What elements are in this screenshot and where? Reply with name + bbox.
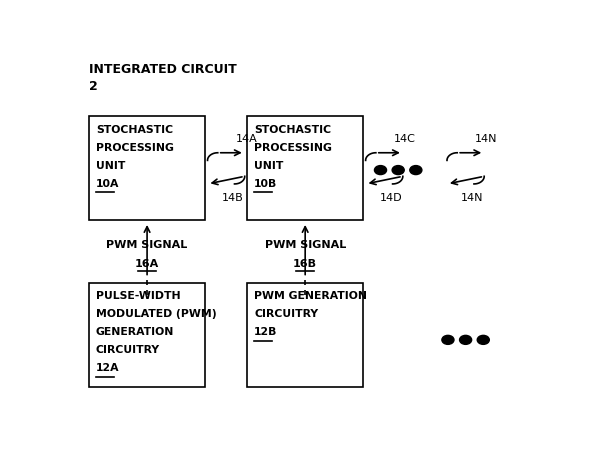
Circle shape <box>374 166 386 175</box>
Text: 12A: 12A <box>96 364 119 374</box>
Text: 10B: 10B <box>254 179 277 189</box>
Text: GENERATION: GENERATION <box>96 328 175 338</box>
Text: MODULATED (PWM): MODULATED (PWM) <box>96 309 217 320</box>
Text: 14N: 14N <box>461 193 484 202</box>
Text: UNIT: UNIT <box>254 161 283 171</box>
Text: 12B: 12B <box>254 328 277 338</box>
Text: 14A: 14A <box>235 134 257 144</box>
Text: INTEGRATED CIRCUIT: INTEGRATED CIRCUIT <box>89 63 236 76</box>
Text: 14D: 14D <box>380 193 402 202</box>
Bar <box>89 117 205 220</box>
Text: CIRCUITRY: CIRCUITRY <box>254 309 318 320</box>
Circle shape <box>392 166 404 175</box>
Text: PWM SIGNAL: PWM SIGNAL <box>106 239 188 250</box>
Text: 14C: 14C <box>394 134 415 144</box>
Text: 2: 2 <box>89 80 98 93</box>
Text: 16B: 16B <box>293 259 317 269</box>
Circle shape <box>442 335 454 344</box>
Text: PROCESSING: PROCESSING <box>96 143 174 153</box>
Text: STOCHASTIC: STOCHASTIC <box>254 125 331 135</box>
Bar <box>247 283 364 387</box>
Circle shape <box>477 335 490 344</box>
Text: 10A: 10A <box>96 179 119 189</box>
Text: PWM GENERATION: PWM GENERATION <box>254 291 367 302</box>
Text: PULSE-WIDTH: PULSE-WIDTH <box>96 291 181 302</box>
Text: UNIT: UNIT <box>96 161 125 171</box>
Text: PWM SIGNAL: PWM SIGNAL <box>265 239 346 250</box>
Circle shape <box>410 166 422 175</box>
Text: CIRCUITRY: CIRCUITRY <box>96 346 160 356</box>
Text: 14N: 14N <box>475 134 497 144</box>
Bar <box>247 117 364 220</box>
Text: 14B: 14B <box>221 193 243 202</box>
Text: 16A: 16A <box>135 259 159 269</box>
Bar <box>89 283 205 387</box>
Text: PROCESSING: PROCESSING <box>254 143 332 153</box>
Text: STOCHASTIC: STOCHASTIC <box>96 125 173 135</box>
Circle shape <box>460 335 472 344</box>
